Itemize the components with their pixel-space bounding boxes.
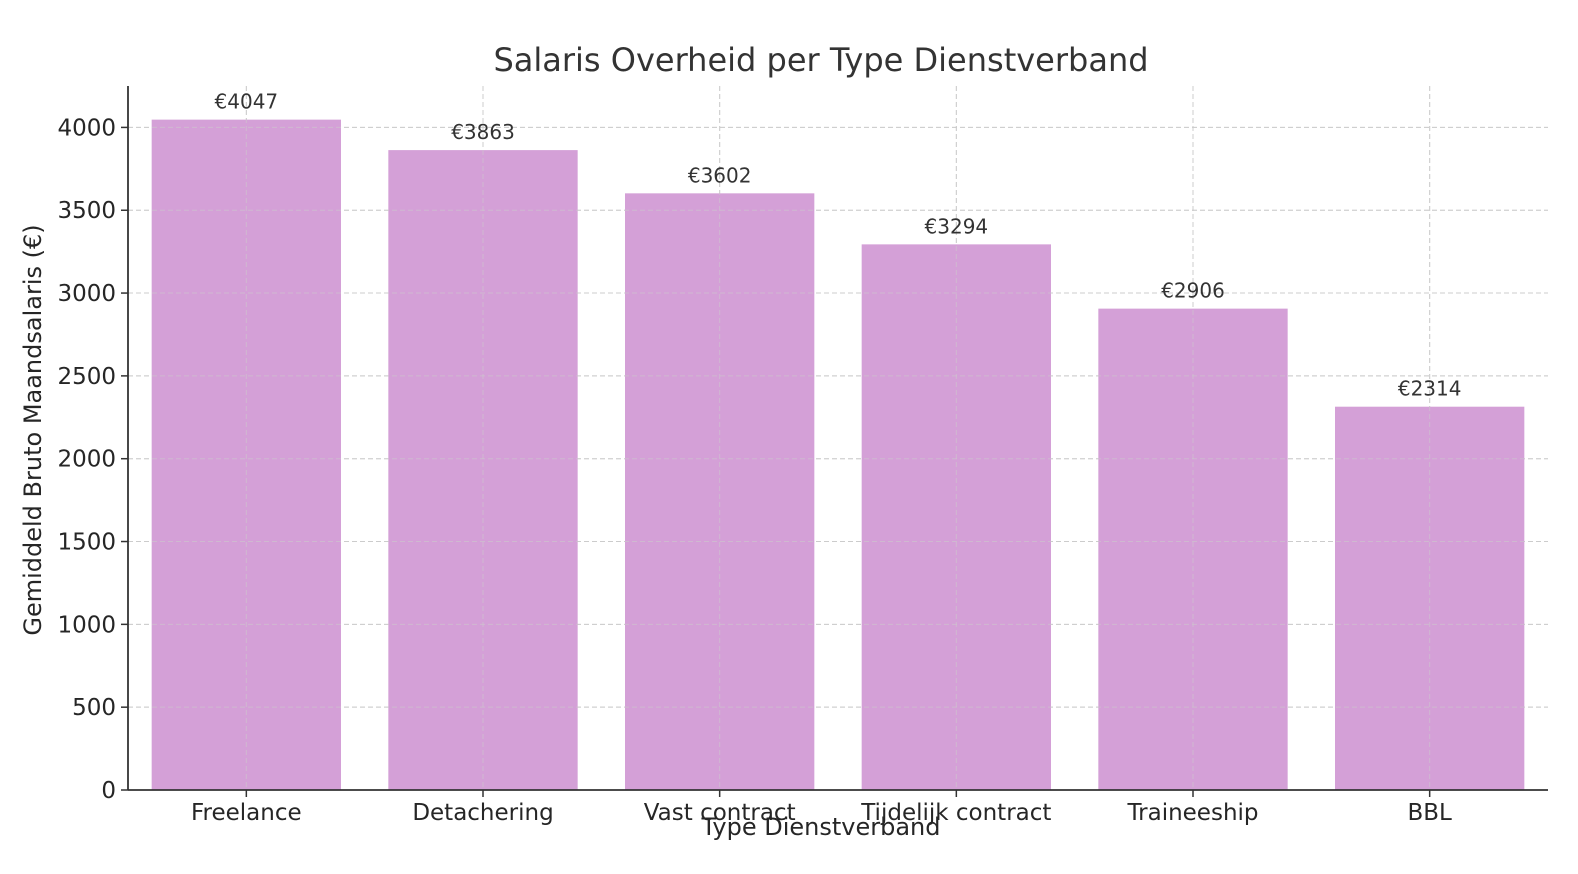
y-tick-label: 1500 — [57, 530, 116, 556]
data-label: €3863 — [451, 120, 515, 144]
x-tick-label: Tijdelijk contract — [860, 800, 1051, 826]
data-label: €4047 — [215, 90, 279, 114]
x-tick-label: Freelance — [191, 800, 302, 826]
bars-layer — [128, 86, 1548, 791]
data-label: €2906 — [1161, 279, 1225, 303]
y-axis-label: Gemiddeld Bruto Maandsalaris (€) — [19, 224, 47, 635]
chart-title: Salaris Overheid per Type Dienstverband — [493, 41, 1148, 79]
data-label: €3294 — [925, 214, 989, 238]
y-tick-label: 1000 — [57, 612, 116, 638]
y-tick-label: 3500 — [57, 198, 116, 224]
x-tick-label: Vast contract — [644, 800, 796, 826]
axes-layer: 0 500 1000 1500 2000 2500 3000 3500 4000 Freelanc… — [57, 86, 1548, 826]
labels-layer: €4047 €3863 €3602 €3294 €2906 €2314 — [215, 90, 1462, 401]
y-tick-label: 0 — [101, 778, 116, 804]
y-tick-label: 2500 — [57, 364, 116, 390]
bar-traineeship — [1098, 308, 1288, 790]
y-tick-label: 4000 — [57, 115, 116, 141]
x-axis-label: Type Dienstverband — [700, 813, 940, 841]
y-tick-label: 500 — [72, 695, 116, 721]
y-tick-label: 2000 — [57, 447, 116, 473]
y-tick-label: 3000 — [57, 281, 116, 307]
data-label: €2314 — [1398, 377, 1462, 401]
x-tick-label: BBL — [1407, 800, 1452, 826]
x-tick-label: Traineeship — [1126, 800, 1258, 826]
data-label: €3602 — [688, 163, 752, 187]
x-tick-label: Detachering — [412, 800, 553, 826]
